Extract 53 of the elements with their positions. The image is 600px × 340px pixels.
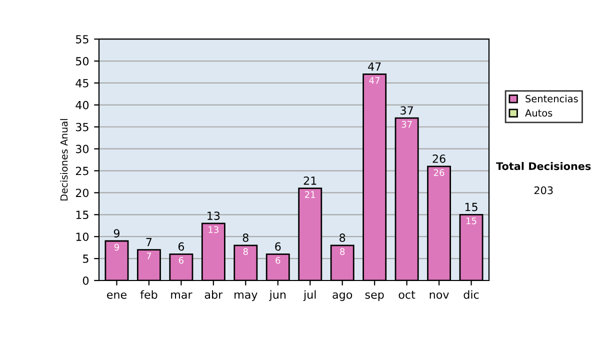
y-tick-label: 45 [76,79,88,88]
data-label: 26 [434,169,444,176]
data-label: 9 [114,244,119,251]
x-tick-label: jul [303,290,316,301]
data-label: 47 [369,77,380,84]
legend-label: Autos [525,109,552,117]
y-tick-label: 5 [83,254,88,263]
data-label: 37 [402,120,412,128]
y-axis-title: Decisiones Anual [60,119,68,200]
data-label: 21 [305,191,316,198]
text: Total Decisiones [496,162,591,170]
x-tick-label: ene [106,292,126,299]
total-label: 15 [465,202,478,212]
total-label: 8 [340,234,346,242]
total-label: 21 [304,176,316,185]
x-tick-label: sep [365,292,384,301]
x-tick-label: nov [430,292,449,299]
legend-label: Sentencias [526,94,578,102]
total-label: 6 [275,242,281,251]
total-label: 37 [400,106,413,115]
total-label: 26 [432,154,446,163]
x-tick-label: oct [398,290,416,299]
y-tick-label: 55 [76,35,88,44]
data-label: 8 [340,248,345,256]
x-tick-label: jun [269,290,286,301]
y-tick-label: 25 [76,166,88,176]
y-tick-label: 35 [76,122,88,132]
y-tick-label: 30 [76,144,89,154]
y-tick-label: 0 [82,276,89,285]
x-tick-label: abr [204,290,223,299]
data-label: 7 [146,252,152,260]
data-label: 6 [178,256,184,264]
total-label: 9 [114,229,120,238]
y-tick-label: 50 [76,57,89,66]
x-tick-label: ago [332,292,352,301]
x-tick-label: may [234,292,258,301]
y-tick-label: 20 [76,188,89,198]
y-tick-label: 40 [76,100,89,110]
total-label: 47 [368,62,381,71]
total-label: 7 [146,238,152,246]
y-tick-label: 10 [76,232,89,241]
y-tick-label: 15 [76,210,88,220]
x-tick-label: feb [140,290,158,299]
x-tick-label: dic [464,290,479,299]
total-label: 8 [242,234,248,242]
data-label: 13 [208,226,218,234]
data-label: 15 [466,218,476,224]
text: 203 [534,186,553,194]
x-tick-label: mar [171,292,192,299]
total-label: 6 [178,242,184,251]
data-label: 8 [243,248,248,256]
data-label: 6 [276,256,280,264]
total-label: 13 [208,212,220,220]
